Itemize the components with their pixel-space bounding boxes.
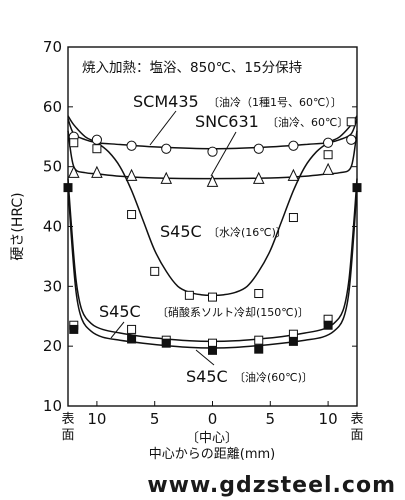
s45c-salt-label: S45C (99, 302, 141, 321)
y-tick-label-60: 60 (43, 98, 62, 116)
scm435-detail: 〔油冷（1種1号、60℃）〕 (208, 95, 342, 109)
x-tick-label-0-top: 表 (61, 412, 74, 427)
marker-series-4-2 (127, 334, 137, 344)
curve-series-4 (67, 184, 358, 349)
scm435-leader (149, 110, 177, 146)
y-tick-label-70: 70 (43, 38, 62, 56)
x-tick-label-6-bottom: 面 (350, 428, 363, 443)
marker-series-4-4 (208, 345, 217, 355)
y-tick-label-10: 10 (43, 397, 62, 415)
s45c-salt-leader (110, 321, 125, 339)
marker-series-3-1 (127, 324, 137, 334)
x-tick-label-2: 5 (150, 410, 160, 428)
condition-label: 焼入加熱：塩浴、850℃、15分保持 (82, 60, 302, 76)
marker-series-1-1 (91, 165, 103, 178)
curve-series-2 (67, 115, 358, 297)
scm435-label: SCM435 (133, 92, 199, 111)
snc631-label: SNC631 (195, 112, 259, 131)
x-tick-label-4: 5 (266, 410, 276, 428)
marker-series-1-0 (67, 165, 80, 178)
y-tick-label-20: 20 (43, 337, 62, 355)
s45c-water-detail: 〔水冷(16℃)〕 (208, 226, 287, 239)
marker-series-2-8 (323, 150, 333, 160)
marker-series-0-7 (323, 137, 334, 148)
marker-series-0-6 (288, 140, 299, 151)
watermark: www.gdzsteel.com (147, 473, 396, 498)
marker-series-4-5 (254, 344, 264, 354)
marker-series-4-3 (161, 338, 171, 348)
x-axis-title: 中心からの距離(mm) (149, 447, 275, 462)
marker-series-0-5 (253, 143, 264, 154)
marker-series-1-2 (125, 168, 138, 181)
marker-series-2-6 (254, 289, 264, 299)
marker-series-2-9 (346, 117, 356, 127)
marker-series-1-5 (252, 171, 265, 184)
y-tick-label-40: 40 (43, 218, 62, 236)
marker-series-2-3 (150, 266, 160, 276)
marker-series-1-7 (322, 162, 334, 175)
s45c-salt-detail: 〔硝酸系ソルト冷却(150℃)〕 (157, 305, 309, 319)
marker-series-0-3 (161, 143, 172, 154)
s45c-oil-leader (195, 349, 215, 366)
marker-series-2-2 (127, 210, 137, 220)
s45c-oil-label: S45C (186, 367, 228, 386)
x-tick-label-1: 10 (87, 410, 106, 428)
marker-series-0-1 (91, 134, 103, 145)
y-tick-label-50: 50 (43, 158, 62, 176)
snc631-detail: 〔油冷、60℃〕 (267, 115, 348, 129)
marker-series-2-4 (184, 290, 194, 300)
s45c-water-label: S45C (160, 222, 202, 241)
y-axis-title: 硬さ(HRC) (10, 192, 26, 260)
x-center-label: 〔中心〕 (186, 431, 238, 446)
marker-series-1-6 (287, 168, 300, 181)
marker-series-2-0 (69, 138, 79, 148)
marker-series-1-3 (160, 171, 173, 184)
marker-series-2-5 (208, 292, 217, 302)
marker-series-4-6 (288, 336, 298, 346)
marker-series-4-8 (352, 183, 362, 193)
s45c-oil-detail: 〔油冷(60℃)〕 (234, 370, 313, 384)
x-tick-label-0-bottom: 面 (61, 428, 74, 443)
marker-series-1-4 (206, 174, 219, 187)
x-tick-label-3: 0 (208, 410, 218, 428)
x-tick-label-5: 10 (319, 410, 338, 428)
marker-series-4-1 (69, 324, 79, 334)
marker-series-0-8 (346, 134, 357, 145)
marker-series-3-4 (254, 335, 264, 345)
y-tick-label-30: 30 (43, 277, 62, 295)
marker-series-0-4 (207, 146, 218, 157)
marker-series-0-2 (126, 140, 137, 151)
marker-series-2-1 (92, 144, 102, 154)
marker-series-4-0 (63, 183, 73, 193)
markers-layer (63, 117, 362, 355)
marker-series-4-7 (323, 320, 333, 330)
marker-series-2-7 (288, 213, 298, 223)
snc631-leader (210, 131, 237, 177)
x-tick-label-6-top: 表 (350, 412, 363, 427)
